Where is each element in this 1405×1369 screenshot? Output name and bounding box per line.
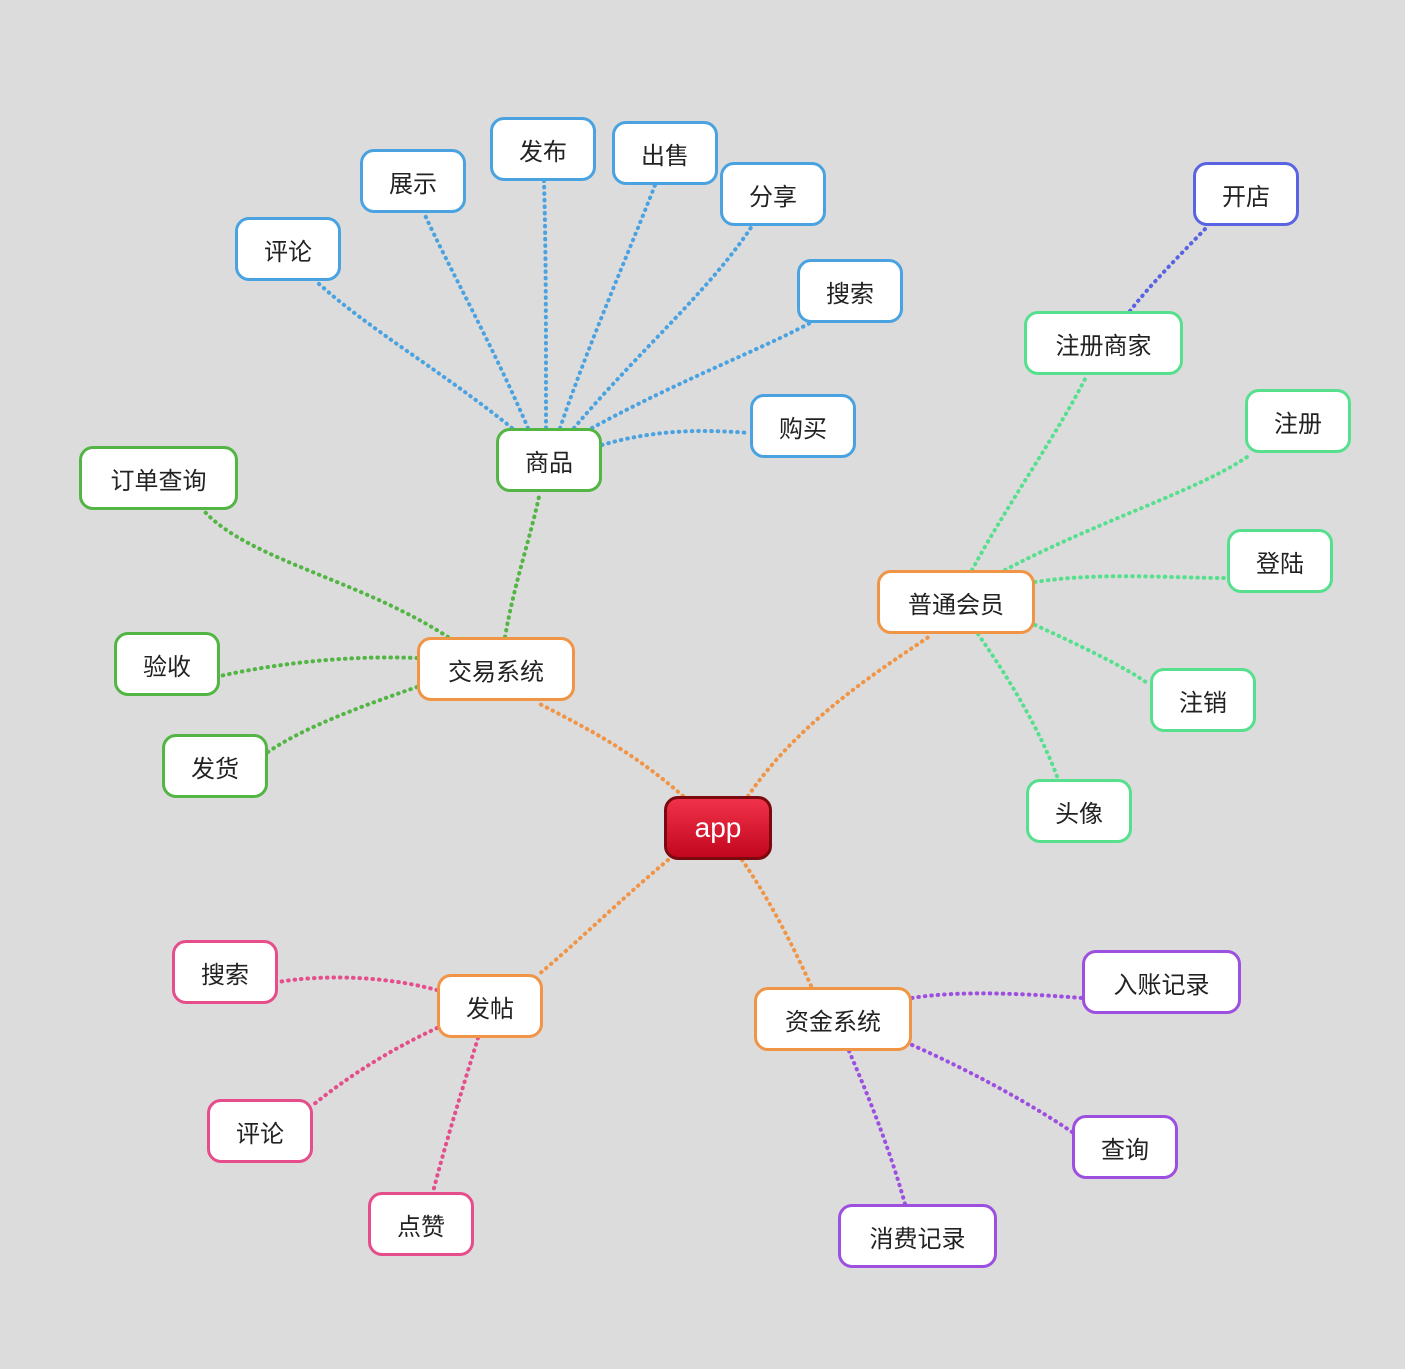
- node-post-like[interactable]: 点赞: [368, 1192, 474, 1256]
- node-goods-comment[interactable]: 评论: [235, 217, 341, 281]
- link-trade-accept: [218, 655, 419, 678]
- node-order-query[interactable]: 订单查询: [79, 446, 238, 510]
- link-goods-sell: [558, 183, 657, 430]
- link-regm-shop: [1128, 224, 1210, 313]
- node-income-record[interactable]: 入账记录: [1082, 950, 1241, 1014]
- link-goods-search: [590, 321, 812, 430]
- node-accept[interactable]: 验收: [114, 632, 220, 696]
- node-login[interactable]: 登陆: [1227, 529, 1333, 593]
- link-member-avatar: [976, 632, 1060, 781]
- link-trade-order: [203, 510, 450, 639]
- node-goods[interactable]: 商品: [496, 428, 602, 492]
- node-avatar[interactable]: 头像: [1026, 779, 1132, 843]
- node-funds-system[interactable]: 资金系统: [754, 987, 912, 1051]
- node-goods-display[interactable]: 展示: [360, 149, 466, 213]
- node-goods-publish[interactable]: 发布: [490, 117, 596, 181]
- link-funds-expense: [847, 1049, 907, 1206]
- link-member-regm: [970, 373, 1089, 572]
- node-goods-sell[interactable]: 出售: [612, 121, 718, 185]
- link-post-search: [276, 975, 439, 992]
- node-register[interactable]: 注册: [1245, 389, 1351, 453]
- link-goods-publish: [542, 179, 548, 430]
- link-member-logout: [1033, 623, 1152, 687]
- link-member-register: [1003, 453, 1252, 572]
- link-post-comment: [311, 1026, 439, 1107]
- node-regular-member[interactable]: 普通会员: [877, 570, 1035, 634]
- link-goods-comment: [316, 281, 514, 430]
- node-goods-share[interactable]: 分享: [720, 162, 826, 226]
- node-open-shop[interactable]: 开店: [1193, 162, 1299, 226]
- link-goods-buy: [600, 429, 752, 447]
- link-root-member: [746, 634, 932, 798]
- link-trade-ship: [266, 685, 419, 754]
- root-node-app[interactable]: app: [664, 796, 772, 860]
- link-root-post: [536, 858, 670, 977]
- node-post[interactable]: 发帖: [437, 974, 543, 1038]
- node-goods-search[interactable]: 搜索: [797, 259, 903, 323]
- node-trade-system[interactable]: 交易系统: [417, 637, 575, 701]
- link-member-login: [1033, 574, 1229, 584]
- node-expense-record[interactable]: 消费记录: [838, 1204, 997, 1268]
- node-post-comment[interactable]: 评论: [207, 1099, 313, 1163]
- link-trade-goods: [503, 490, 542, 639]
- link-funds-query: [910, 1043, 1074, 1134]
- node-goods-buy[interactable]: 购买: [750, 394, 856, 458]
- link-root-trade: [536, 701, 685, 798]
- link-goods-share: [572, 224, 754, 430]
- link-root-funds: [740, 858, 814, 990]
- node-register-merchant[interactable]: 注册商家: [1024, 311, 1183, 375]
- link-funds-income: [910, 991, 1084, 1000]
- node-funds-query[interactable]: 查询: [1072, 1115, 1178, 1179]
- node-logout[interactable]: 注销: [1150, 668, 1256, 732]
- link-goods-display: [422, 211, 530, 430]
- node-ship[interactable]: 发货: [162, 734, 268, 798]
- node-post-search[interactable]: 搜索: [172, 940, 278, 1004]
- link-post-like: [431, 1036, 480, 1194]
